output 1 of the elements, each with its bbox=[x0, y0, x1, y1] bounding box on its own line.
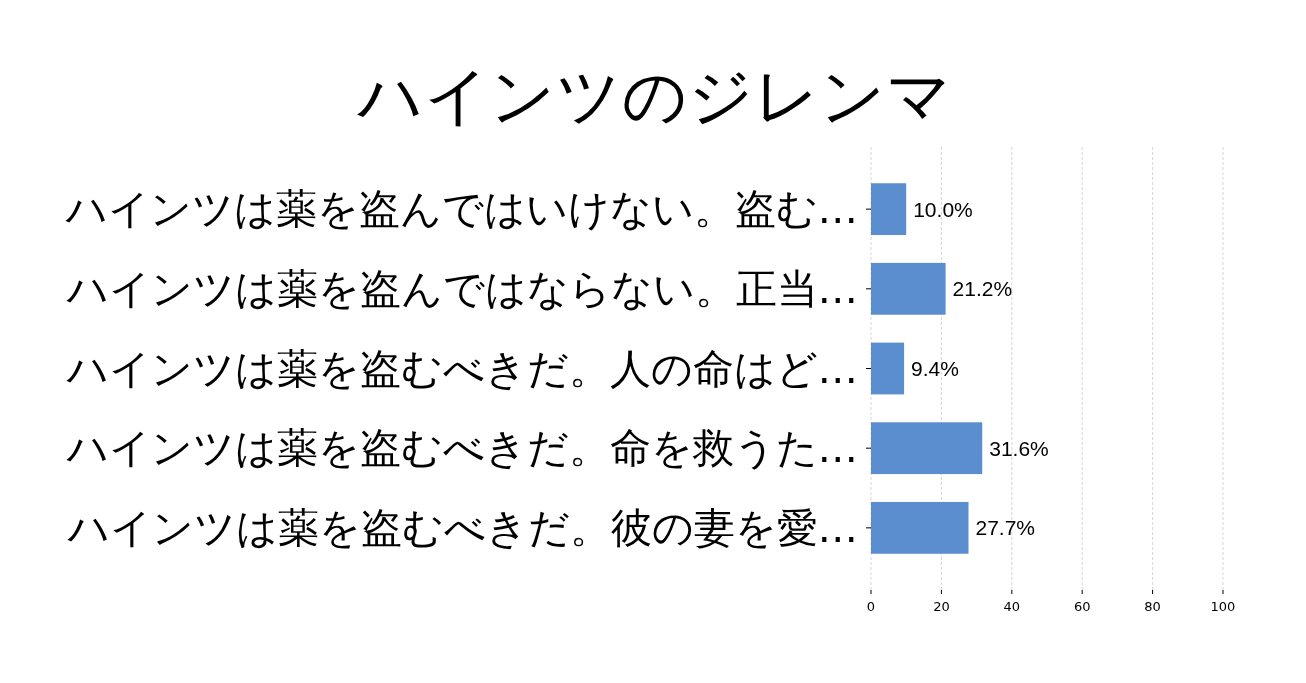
title: ハインツのジレンマ bbox=[358, 59, 952, 133]
